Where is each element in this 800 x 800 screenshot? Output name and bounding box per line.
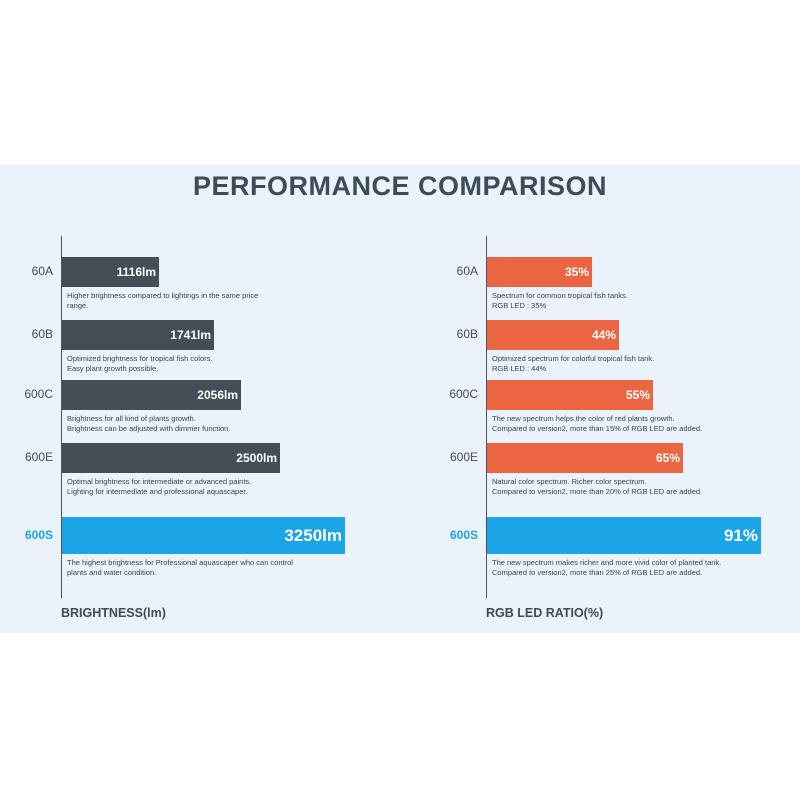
rgb-ratio-description-line: The new spectrum helps the color of red … — [492, 414, 675, 423]
rgb-ratio-bar: 44% — [487, 320, 619, 350]
page-title: PERFORMANCE COMPARISON — [192, 171, 607, 201]
brightness-value-label: 1741lm — [170, 328, 211, 342]
rgb-ratio-description-line: Spectrum for common tropical fish tanks. — [492, 291, 628, 300]
rgb-ratio-category-label: 60B — [456, 327, 478, 341]
brightness-description: Brightness for all kind of plants growth… — [67, 414, 230, 434]
rgb-ratio-description: The new spectrum makes richer and more v… — [492, 558, 721, 578]
rgb-ratio-category-label: 600C — [449, 387, 478, 401]
brightness-description: Optimized brightness for tropical fish c… — [67, 354, 212, 374]
rgb-ratio-description-line: RGB LED : 35% — [492, 301, 547, 310]
rgb-ratio-description-line: Compared to version2, more than 20% of R… — [492, 487, 703, 496]
brightness-description: Higher brightness compared to lightings … — [67, 291, 258, 311]
brightness-description-line: Optimal brightness for intermediate or a… — [67, 477, 252, 486]
rgb-ratio-bar: 91% — [487, 517, 761, 554]
rgb-ratio-description: Optimized spectrum for colorful tropical… — [492, 354, 654, 374]
rgb-ratio-axis-line — [486, 236, 487, 598]
rgb-ratio-category-label: 60A — [456, 264, 478, 278]
brightness-value-label: 2500lm — [236, 451, 277, 465]
rgb-ratio-description-line: Compared to version2, more than 25% of R… — [492, 568, 703, 577]
brightness-bar: 1741lm — [62, 320, 214, 350]
brightness-category-label: 600S — [24, 527, 53, 542]
brightness-value-label: 2056lm — [197, 388, 238, 402]
brightness-description-line: Brightness for all kind of plants growth… — [67, 414, 196, 423]
rgb-ratio-description: Natural color spectrum. Richer color spe… — [492, 477, 702, 497]
rgb-ratio-description-line: Optimized spectrum for colorful tropical… — [492, 354, 655, 363]
brightness-description-line: range. — [67, 301, 89, 310]
brightness-description-line: Lighting for intermediate and profession… — [67, 487, 248, 496]
rgb-ratio-bar: 35% — [487, 257, 592, 287]
brightness-bar: 3250lm — [62, 517, 345, 554]
brightness-bar: 1116lm — [62, 257, 159, 287]
rgb-ratio-axis-title: RGB LED RATIO(%) — [486, 606, 604, 620]
brightness-bar: 2500lm — [62, 443, 280, 473]
rgb-ratio-category-label: 600E — [449, 450, 478, 464]
rgb-ratio-value-label: 91% — [723, 526, 758, 545]
rgb-ratio-value-label: 35% — [564, 265, 589, 279]
brightness-category-label: 600E — [24, 450, 53, 464]
brightness-bar: 2056lm — [62, 380, 241, 410]
brightness-description-line: plants and water condition. — [67, 568, 157, 577]
brightness-value-label: 1116lm — [116, 265, 156, 279]
brightness-description-line: Easy plant growth possible. — [67, 364, 159, 373]
brightness-category-label: 60A — [31, 264, 53, 278]
brightness-description-line: The highest brightness for Professional … — [67, 558, 293, 567]
rgb-ratio-description-line: Compared to version2, more than 15% of R… — [492, 424, 703, 433]
rgb-ratio-description: Spectrum for common tropical fish tanks.… — [492, 291, 628, 311]
brightness-category-label: 600C — [24, 387, 53, 401]
rgb-ratio-value-label: 44% — [591, 328, 616, 342]
rgb-ratio-value-label: 65% — [655, 451, 680, 465]
rgb-ratio-bar: 55% — [487, 380, 653, 410]
rgb-ratio-bar: 65% — [487, 443, 683, 473]
rgb-ratio-description-line: Natural color spectrum. Richer color spe… — [492, 477, 647, 486]
brightness-axis-title: BRIGHTNESS(lm) — [61, 606, 166, 620]
rgb-ratio-description: The new spectrum helps the color of red … — [492, 414, 702, 434]
brightness-description-line: Optimized brightness for tropical fish c… — [67, 354, 213, 363]
brightness-category-label: 60B — [31, 327, 53, 341]
brightness-description-line: Brightness can be adjusted with dimmer f… — [67, 424, 231, 433]
brightness-description: The highest brightness for Professional … — [67, 558, 293, 578]
rgb-ratio-value-label: 55% — [625, 388, 650, 402]
brightness-description-line: Higher brightness compared to lightings … — [67, 291, 259, 300]
brightness-axis-line — [61, 236, 62, 598]
brightness-value-label: 3250lm — [284, 526, 342, 545]
rgb-ratio-description-line: The new spectrum makes richer and more v… — [492, 558, 722, 567]
rgb-ratio-description-line: RGB LED : 44% — [492, 364, 547, 373]
brightness-description: Optimal brightness for intermediate or a… — [67, 477, 251, 497]
rgb-ratio-category-label: 600S — [449, 527, 478, 542]
